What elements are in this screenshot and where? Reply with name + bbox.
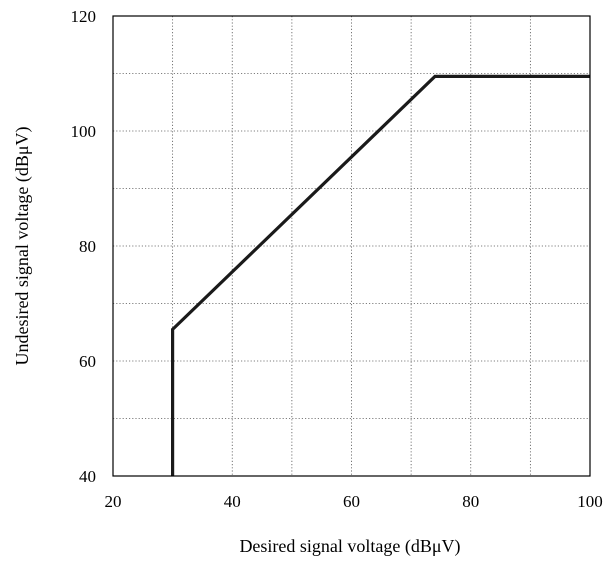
- y-tick-label: 80: [79, 237, 96, 256]
- tick-layer: 20 40 60 80 100 40 60 80 100 120: [71, 7, 603, 511]
- y-tick-label: 40: [79, 467, 96, 486]
- x-tick-label: 80: [462, 492, 479, 511]
- series-line: [171, 74, 590, 476]
- grid-layer: [113, 16, 590, 476]
- series-layer: [171, 74, 590, 476]
- x-tick-label: 100: [577, 492, 603, 511]
- plot-area-frame: [112, 15, 591, 477]
- x-tick-label: 60: [343, 492, 360, 511]
- x-axis-label: Desired signal voltage (dBμV): [239, 536, 460, 557]
- y-tick-label: 100: [71, 122, 97, 141]
- x-tick-label: 20: [105, 492, 122, 511]
- y-tick-label: 60: [79, 352, 96, 371]
- y-axis-label: Undesired signal voltage (dBμV): [12, 126, 33, 365]
- y-tick-label: 120: [71, 7, 97, 26]
- x-tick-label: 40: [224, 492, 241, 511]
